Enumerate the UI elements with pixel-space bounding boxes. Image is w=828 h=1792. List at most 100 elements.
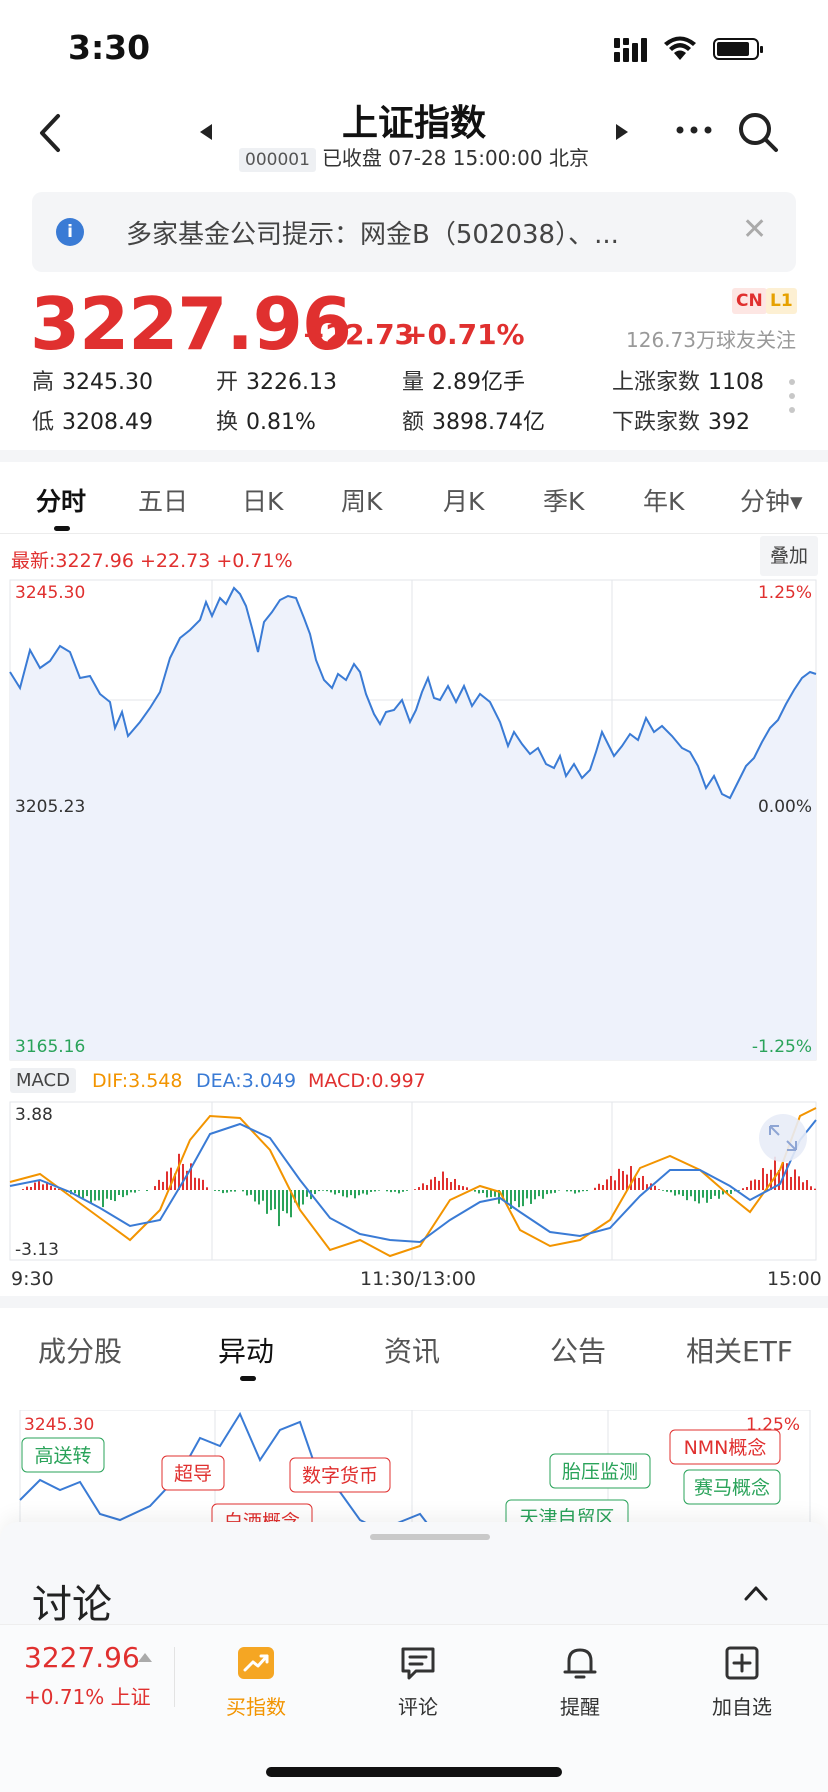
macd-bar xyxy=(90,1190,92,1204)
tab-five-day[interactable]: 五日 xyxy=(138,487,189,516)
pct-label-high: 1.25% xyxy=(758,583,812,603)
comment-button[interactable]: 评论 xyxy=(368,1643,468,1720)
macd-bar xyxy=(478,1190,480,1194)
close-icon[interactable]: ✕ xyxy=(742,212,768,247)
macd-bar xyxy=(578,1190,580,1193)
intraday-chart[interactable]: 3245.30 3205.23 3165.16 1.25% 0.00% -1.2… xyxy=(0,576,828,1062)
macd-chart[interactable]: 3.88 -3.13 xyxy=(0,1100,828,1262)
tag-high-dividend[interactable]: 高送转 xyxy=(21,1437,105,1473)
tab-daily-k[interactable]: 日K xyxy=(242,487,284,516)
discussion-title: 讨论 xyxy=(32,1582,112,1628)
macd-bar xyxy=(174,1173,176,1190)
y-label-high: 3245.30 xyxy=(15,583,85,603)
tab-news[interactable]: 资讯 xyxy=(384,1335,441,1368)
tab-minute-dropdown[interactable]: 分钟▾ xyxy=(740,487,803,516)
tab-quarterly-k[interactable]: 季K xyxy=(543,487,585,516)
macd-bar xyxy=(726,1190,728,1194)
macd-bar xyxy=(190,1163,192,1190)
current-price: 3227.96 xyxy=(30,282,352,366)
tag-nmn[interactable]: NMN概念 xyxy=(669,1429,781,1465)
macd-bar xyxy=(622,1171,624,1190)
tab-announcements[interactable]: 公告 xyxy=(550,1335,607,1368)
macd-bar xyxy=(154,1186,156,1190)
macd-bar xyxy=(186,1170,188,1190)
macd-bar xyxy=(30,1186,32,1190)
overlay-button[interactable]: 叠加 xyxy=(760,536,818,576)
macd-bar xyxy=(198,1178,200,1190)
more-icon[interactable] xyxy=(674,115,714,145)
macd-bar xyxy=(714,1190,716,1196)
macd-bar xyxy=(246,1190,248,1196)
macd-bar xyxy=(758,1179,760,1190)
macd-bar xyxy=(438,1180,440,1190)
stat-volume: 量 2.89亿手 xyxy=(402,370,526,395)
macd-bar xyxy=(46,1181,48,1190)
add-watchlist-button[interactable]: 加自选 xyxy=(692,1643,792,1720)
chevron-up-icon[interactable] xyxy=(742,1582,770,1604)
macd-bar xyxy=(462,1186,464,1190)
macd-bar xyxy=(110,1190,112,1200)
macd-bar xyxy=(250,1190,252,1195)
macd-bar xyxy=(522,1190,524,1207)
prev-index-arrow-icon[interactable] xyxy=(196,120,216,144)
tab-anomalies[interactable]: 异动 xyxy=(218,1335,275,1368)
macd-bar xyxy=(502,1190,504,1200)
tag-horse-racing[interactable]: 赛马概念 xyxy=(683,1469,781,1505)
tab-weekly-k[interactable]: 周K xyxy=(341,487,383,516)
macd-bar xyxy=(702,1190,704,1198)
macd-bar xyxy=(738,1190,740,1191)
macd-bar xyxy=(306,1190,308,1197)
alert-button[interactable]: 提醒 xyxy=(530,1643,630,1720)
tab-related-etf[interactable]: 相关ETF xyxy=(686,1335,793,1368)
tag-superconductor[interactable]: 超导 xyxy=(161,1455,225,1491)
comment-icon xyxy=(401,1647,435,1680)
tab-constituents[interactable]: 成分股 xyxy=(38,1335,123,1368)
macd-bar xyxy=(658,1189,660,1190)
macd-bar xyxy=(722,1190,724,1195)
macd-bar xyxy=(106,1190,108,1199)
macd-bar xyxy=(566,1190,568,1192)
drag-handle[interactable] xyxy=(370,1534,490,1540)
next-index-arrow-icon[interactable] xyxy=(612,120,632,144)
macd-indicator-button[interactable]: MACD xyxy=(10,1068,76,1093)
tab-separator xyxy=(0,533,828,534)
macd-bar xyxy=(406,1190,408,1191)
tab-yearly-k[interactable]: 年K xyxy=(643,487,685,516)
tab-monthly-k[interactable]: 月K xyxy=(443,487,485,516)
macd-bar xyxy=(558,1190,560,1191)
macd-bar xyxy=(98,1190,100,1201)
notice-banner[interactable]: i 多家基金公司提示：网金B（502038）、... ✕ xyxy=(32,192,796,272)
macd-bar xyxy=(798,1176,800,1190)
add-square-icon xyxy=(725,1646,759,1680)
tag-tire-pressure[interactable]: 胎压监测 xyxy=(549,1453,651,1489)
vertical-more-icon[interactable] xyxy=(788,378,796,414)
buy-index-button[interactable]: 买指数 xyxy=(206,1643,306,1720)
followers-count[interactable]: 126.73万球友关注 xyxy=(626,328,796,352)
anomaly-chart[interactable]: 3245.30 1.25% 高送转 超导 数字货币 白酒概念 胎压监测 天津自贸… xyxy=(0,1410,828,1530)
macd-bar xyxy=(534,1190,536,1200)
macd-bar xyxy=(394,1190,396,1192)
tag-digital-currency[interactable]: 数字货币 xyxy=(289,1457,391,1493)
macd-bar xyxy=(122,1190,124,1198)
macd-bar xyxy=(182,1163,184,1190)
search-icon[interactable] xyxy=(736,108,780,156)
macd-bar xyxy=(278,1190,280,1227)
tab-underline xyxy=(54,526,70,531)
macd-bar xyxy=(234,1190,236,1192)
back-button[interactable] xyxy=(30,108,70,158)
page-title: 上证指数 xyxy=(341,103,486,144)
pct-label-zero: 0.00% xyxy=(758,797,812,817)
macd-bar xyxy=(50,1185,52,1190)
time-label-close: 15:00 xyxy=(767,1268,822,1290)
macd-bar xyxy=(802,1182,804,1190)
macd-bar xyxy=(442,1171,444,1190)
latest-quote-label: 最新:3227.96 +22.73 +0.71% xyxy=(11,550,293,572)
macd-bar xyxy=(286,1190,288,1214)
stat-high: 高 3245.30 xyxy=(32,370,153,395)
tab-intraday[interactable]: 分时 xyxy=(36,487,87,516)
macd-bar xyxy=(614,1180,616,1190)
section-divider xyxy=(0,450,828,462)
macd-bar xyxy=(518,1190,520,1208)
macd-bar xyxy=(226,1190,228,1193)
macd-bar xyxy=(774,1156,776,1190)
